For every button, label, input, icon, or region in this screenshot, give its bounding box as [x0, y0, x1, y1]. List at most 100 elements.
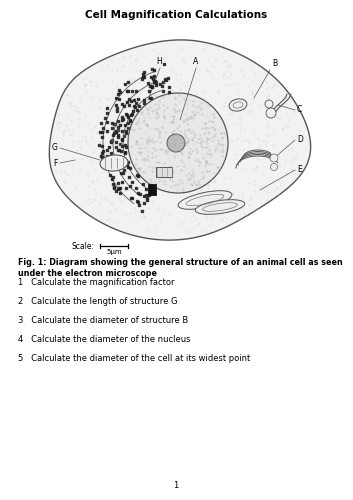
Point [119, 128, 125, 136]
Point [148, 94, 154, 102]
Point [114, 107, 120, 115]
Point [109, 165, 115, 173]
Point [119, 100, 125, 108]
Point [101, 156, 107, 164]
Point [125, 113, 130, 121]
Point [151, 66, 157, 74]
Point [161, 60, 167, 68]
Point [123, 110, 129, 118]
Point [115, 117, 121, 125]
Text: 5μm: 5μm [106, 249, 122, 255]
Point [109, 124, 115, 132]
Point [111, 130, 117, 138]
Text: 5   Calculate the diameter of the cell at its widest point: 5 Calculate the diameter of the cell at … [18, 354, 250, 363]
Ellipse shape [229, 99, 247, 111]
Point [104, 126, 110, 134]
Point [129, 178, 134, 186]
Text: C: C [297, 106, 302, 114]
Point [104, 156, 109, 164]
Point [127, 182, 133, 190]
Point [135, 189, 140, 197]
Point [120, 169, 126, 177]
Point [115, 132, 121, 140]
Text: 4   Calculate the diameter of the nucleus: 4 Calculate the diameter of the nucleus [18, 335, 191, 344]
Point [115, 122, 121, 130]
Point [125, 87, 131, 95]
Point [163, 76, 169, 84]
Point [141, 68, 146, 76]
Point [99, 154, 104, 162]
Point [121, 102, 127, 110]
Polygon shape [49, 40, 311, 240]
Point [104, 146, 110, 154]
Point [123, 184, 128, 192]
Point [118, 184, 123, 192]
Point [128, 98, 133, 106]
Point [126, 173, 132, 181]
Point [137, 190, 143, 198]
Point [107, 171, 113, 179]
Text: Fig. 1: Diagram showing the general structure of an animal cell as seen under th: Fig. 1: Diagram showing the general stru… [18, 258, 343, 278]
Point [127, 116, 133, 124]
Point [162, 75, 168, 83]
Point [127, 164, 133, 172]
Point [115, 133, 121, 141]
Point [110, 180, 116, 188]
Point [125, 78, 131, 86]
Point [147, 94, 153, 102]
Point [149, 84, 154, 92]
Point [119, 178, 125, 186]
Point [118, 88, 123, 96]
Text: D: D [297, 136, 303, 144]
Point [128, 111, 133, 119]
Circle shape [265, 100, 273, 108]
Point [115, 178, 121, 186]
Point [108, 150, 114, 158]
Point [135, 198, 140, 206]
Point [135, 172, 141, 180]
Point [140, 180, 145, 188]
Point [108, 164, 114, 172]
Point [103, 160, 109, 168]
Point [151, 78, 156, 86]
Point [131, 102, 137, 110]
Point [166, 83, 171, 91]
Point [149, 188, 155, 196]
Point [122, 80, 128, 88]
Text: 1   Calculate the magnification factor: 1 Calculate the magnification factor [18, 278, 174, 287]
Point [107, 154, 113, 162]
Point [119, 135, 125, 143]
Point [159, 82, 164, 90]
Text: Cell Magnification Calculations: Cell Magnification Calculations [85, 10, 267, 20]
Point [113, 128, 119, 136]
Text: B: B [272, 59, 277, 68]
Point [104, 118, 110, 126]
Point [142, 73, 147, 81]
Point [134, 170, 139, 178]
Point [144, 192, 149, 200]
Circle shape [266, 108, 276, 118]
Point [125, 163, 130, 171]
Point [149, 73, 154, 81]
Point [144, 196, 150, 203]
Point [152, 72, 157, 80]
Text: 3   Calculate the diameter of structure B: 3 Calculate the diameter of structure B [18, 316, 188, 325]
Point [150, 74, 155, 82]
Point [96, 141, 102, 149]
Text: 2   Calculate the length of structure G: 2 Calculate the length of structure G [18, 297, 178, 306]
Point [113, 128, 119, 136]
Point [97, 128, 103, 136]
Point [140, 74, 146, 82]
Text: A: A [193, 57, 199, 66]
Point [121, 166, 126, 174]
Point [124, 87, 130, 95]
Point [125, 158, 131, 166]
Point [166, 88, 172, 96]
Point [109, 175, 115, 183]
Point [120, 116, 125, 124]
Point [115, 90, 121, 98]
Point [146, 87, 152, 95]
Point [124, 112, 130, 120]
Point [133, 87, 139, 95]
Point [139, 206, 145, 214]
